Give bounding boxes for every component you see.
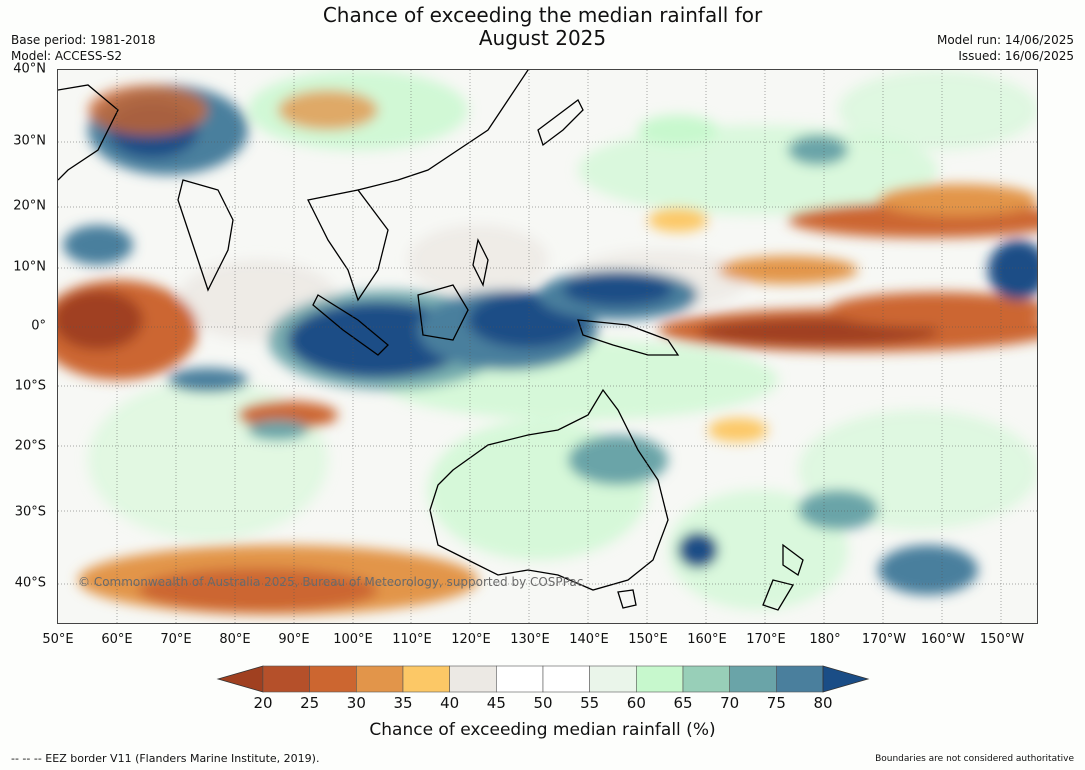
title-line-2: August 2025 [478, 26, 607, 50]
base-period: Base period: 1981-2018 [11, 33, 156, 47]
map-title: Chance of exceeding the median rainfall … [0, 4, 1085, 50]
meta-right: Model run: 14/06/2025 Issued: 16/06/2025 [937, 32, 1074, 64]
lat-tick-label: 0° [31, 318, 46, 334]
map-panel: © Commonwealth of Australia 2025, Bureau… [57, 69, 1038, 624]
colorbar-segment [262, 665, 310, 693]
lon-tick-label: 160°E [687, 632, 727, 647]
colorbar-title: Chance of exceeding median rainfall (%) [369, 720, 716, 740]
colorbar-segment [542, 665, 590, 693]
lon-tick-label: 90°E [278, 632, 310, 647]
title-line-1: Chance of exceeding the median rainfall … [322, 3, 763, 27]
colorbar-tick-label: 45 [486, 694, 506, 712]
lon-tick-label: 180° [809, 632, 841, 647]
lon-tick-label: 110°E [392, 632, 432, 647]
lat-tick-label: 30°S [14, 504, 46, 520]
lat-tick-label: 10°S [14, 378, 46, 394]
boundary-disclaimer: Boundaries are not considered authoritat… [875, 754, 1074, 764]
lon-tick-label: 50°E [42, 632, 74, 647]
colorbar-segment [309, 665, 357, 693]
model-run: Model run: 14/06/2025 [936, 33, 1074, 47]
lon-tick-label: 130°E [510, 632, 550, 647]
colorbar-tick-label: 40 [440, 694, 460, 712]
lon-tick-label: 160°W [920, 632, 966, 647]
colorbar-segment [682, 665, 730, 693]
colorbar-segment [402, 665, 450, 693]
lat-tick-label: 30°N [13, 133, 46, 149]
lon-tick-label: 150°E [628, 632, 668, 647]
lon-tick-label: 140°E [569, 632, 609, 647]
lon-tick-label: 100°E [333, 632, 373, 647]
colorbar-tick-label: 75 [766, 694, 786, 712]
colorbar-extend-high [822, 665, 870, 693]
lon-tick-label: 170°W [861, 632, 907, 647]
colorbar-tick-label: 30 [346, 694, 366, 712]
colorbar-tick-label: 55 [580, 694, 600, 712]
colorbar-segment [636, 665, 684, 693]
lat-tick-label: 10°N [13, 259, 46, 275]
colorbar-segment [356, 665, 404, 693]
eez-border-note: -- -- -- EEZ border V11 (Flanders Marine… [11, 752, 320, 765]
colorbar-tick-label: 80 [813, 694, 833, 712]
lat-tick-label: 20°N [13, 198, 46, 214]
colorbar-tick-label: 70 [720, 694, 740, 712]
colorbar-extend-low [216, 665, 264, 693]
model-name: Model: ACCESS-S2 [11, 49, 123, 63]
lon-tick-label: 120°E [451, 632, 491, 647]
colorbar-tick-label: 60 [626, 694, 646, 712]
meta-left: Base period: 1981-2018 Model: ACCESS-S2 [11, 32, 156, 64]
coastlines [58, 70, 804, 611]
colorbar-tick-label: 65 [673, 694, 693, 712]
colorbar-tick-label: 35 [393, 694, 413, 712]
lon-tick-label: 60°E [101, 632, 133, 647]
copyright-notice: © Commonwealth of Australia 2025, Bureau… [78, 575, 584, 589]
colorbar-tick-label: 20 [253, 694, 273, 712]
rainfall-field [58, 70, 1037, 615]
issued-date: Issued: 16/06/2025 [958, 49, 1074, 63]
graticule [58, 70, 1037, 623]
colorbar-tick-label: 25 [300, 694, 320, 712]
colorbar-segment [496, 665, 544, 693]
colorbar-segment [449, 665, 497, 693]
colorbar [216, 665, 870, 693]
colorbar-segment [589, 665, 637, 693]
lon-tick-label: 70°E [160, 632, 192, 647]
lat-tick-label: 40°N [13, 61, 46, 77]
lat-tick-label: 20°S [14, 438, 46, 454]
lon-tick-label: 80°E [219, 632, 251, 647]
lat-tick-label: 40°S [14, 575, 46, 591]
colorbar-tick-label: 50 [533, 694, 553, 712]
rainfall-map [58, 70, 1037, 623]
lon-tick-label: 150°W [979, 632, 1025, 647]
lon-tick-label: 170°E [746, 632, 786, 647]
colorbar-segment [776, 665, 824, 693]
colorbar-segment [729, 665, 777, 693]
